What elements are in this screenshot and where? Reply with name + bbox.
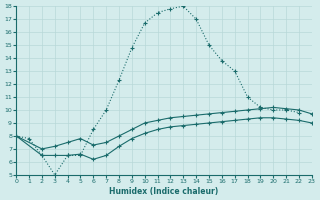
X-axis label: Humidex (Indice chaleur): Humidex (Indice chaleur) [109, 187, 219, 196]
